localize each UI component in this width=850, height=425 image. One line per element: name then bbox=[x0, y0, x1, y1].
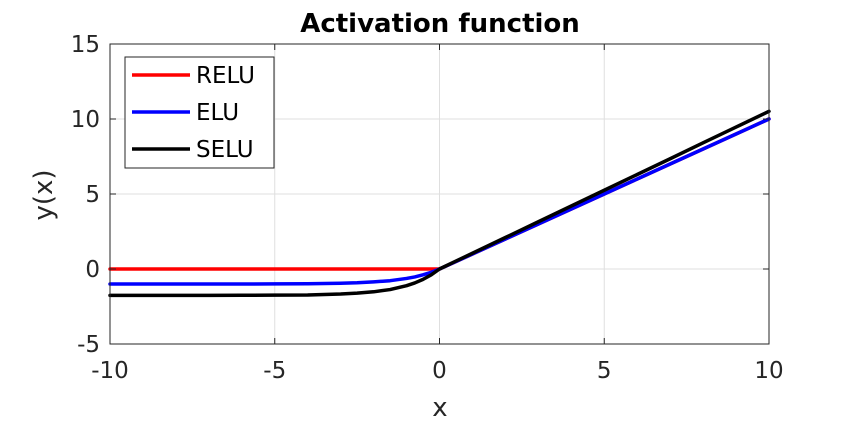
legend-label-elu: ELU bbox=[196, 100, 239, 126]
series-line-selu bbox=[108, 109, 771, 298]
y-axis-label: y(x) bbox=[29, 169, 59, 220]
legend-label-relu: RELU bbox=[196, 63, 255, 89]
x-tick-label: 10 bbox=[754, 358, 783, 384]
y-tick-label: 0 bbox=[85, 257, 100, 283]
x-tick-label: -5 bbox=[263, 358, 286, 384]
series-line-elu bbox=[108, 117, 771, 286]
series-layer bbox=[108, 109, 771, 298]
legend: RELU ELU SELU bbox=[124, 56, 275, 169]
x-axis-label: x bbox=[432, 393, 447, 423]
x-tick-label: -10 bbox=[91, 358, 129, 384]
x-tick-label: 0 bbox=[432, 358, 447, 384]
y-tick-label: -5 bbox=[77, 332, 100, 358]
chart-title: Activation function bbox=[300, 9, 580, 39]
x-tick-label: 5 bbox=[597, 358, 612, 384]
y-tick-label: 5 bbox=[85, 182, 100, 208]
y-tick-label: 15 bbox=[71, 32, 100, 58]
y-tick-label: 10 bbox=[71, 107, 100, 133]
legend-label-selu: SELU bbox=[196, 137, 254, 163]
